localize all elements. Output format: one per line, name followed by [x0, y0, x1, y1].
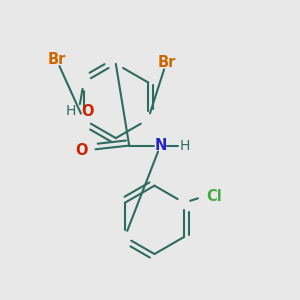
Text: Br: Br [157, 55, 176, 70]
Text: Br: Br [47, 52, 66, 67]
Text: O: O [81, 104, 94, 119]
Text: Cl: Cl [206, 189, 222, 204]
Text: H: H [65, 104, 76, 118]
Text: H: H [180, 139, 190, 152]
Text: O: O [75, 142, 88, 158]
Text: N: N [154, 138, 167, 153]
